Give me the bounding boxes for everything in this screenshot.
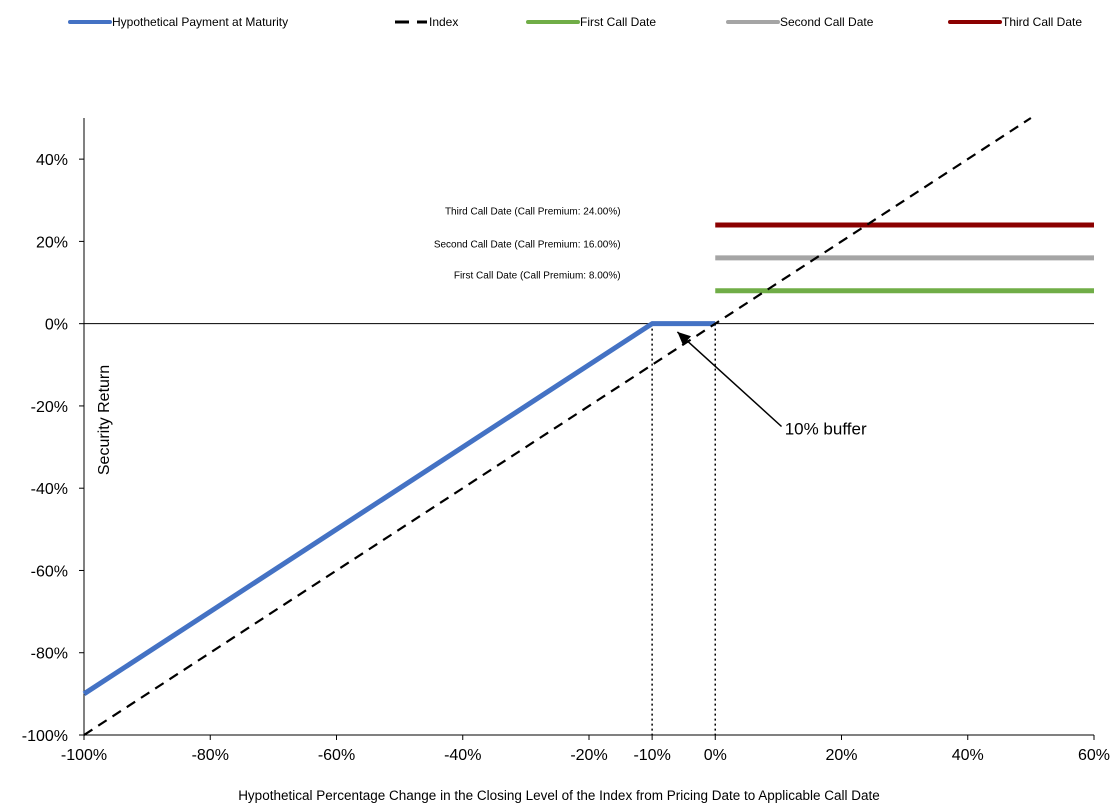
annotation-text: First Call Date (Call Premium: 8.00%) — [454, 270, 621, 281]
legend-item: Hypothetical Payment at Maturity — [68, 15, 288, 29]
x-axis-label: Hypothetical Percentage Change in the Cl… — [238, 788, 880, 803]
legend-item: Third Call Date — [948, 15, 1082, 29]
y-tick-label: -20% — [31, 399, 68, 416]
x-tick-label: -40% — [444, 747, 481, 764]
y-tick-label: 0% — [45, 317, 68, 334]
legend-label: First Call Date — [580, 15, 656, 29]
x-tick-label: -10% — [633, 747, 670, 764]
reference-lines — [651, 323, 716, 735]
y-tick-label: -40% — [31, 481, 68, 498]
annotation-text: 10% buffer — [785, 420, 867, 439]
x-tick-label: 40% — [952, 747, 984, 764]
legend-label: Second Call Date — [780, 15, 874, 29]
annotation-text: Second Call Date (Call Premium: 16.00%) — [434, 240, 621, 251]
x-tick-label: 0% — [704, 747, 727, 764]
y-tick-label: 40% — [36, 152, 68, 169]
y-tick-label: -80% — [31, 646, 68, 663]
y-tick-label: -60% — [31, 563, 68, 580]
y-tick-label: 20% — [36, 234, 68, 251]
annotation-text: Third Call Date (Call Premium: 24.00%) — [445, 207, 621, 218]
legend-item: First Call Date — [526, 15, 656, 29]
legend-label: Third Call Date — [1002, 15, 1082, 29]
legend-item: Second Call Date — [726, 15, 874, 29]
x-tick-label: 20% — [825, 747, 857, 764]
tick-labels: 40% 20% 0% -20% -40% -60% -80% -100% -100% -80% -6… — [22, 152, 1110, 764]
buffer-arrow-head — [677, 331, 692, 346]
series-lines — [82, 117, 1094, 736]
y-axis-label: Security Return — [96, 365, 113, 475]
axes — [79, 118, 1095, 740]
x-tick-label: -20% — [570, 747, 607, 764]
buffer-arrow-line — [676, 331, 783, 428]
annotations: Third Call Date (Call Premium: 24.00%) Se… — [434, 207, 867, 439]
x-tick-label: -80% — [192, 747, 229, 764]
legend-label: Hypothetical Payment at Maturity — [112, 15, 288, 29]
legend: Hypothetical Payment at Maturity Index Fir… — [68, 15, 1082, 29]
series-line — [83, 117, 1032, 736]
x-tick-label: 60% — [1078, 747, 1110, 764]
y-tick-label: -100% — [22, 728, 68, 745]
x-tick-label: -60% — [318, 747, 355, 764]
x-tick-label: -100% — [61, 747, 107, 764]
legend-label: Index — [429, 15, 458, 29]
legend-item: Index — [395, 15, 458, 29]
series-line — [82, 321, 716, 696]
